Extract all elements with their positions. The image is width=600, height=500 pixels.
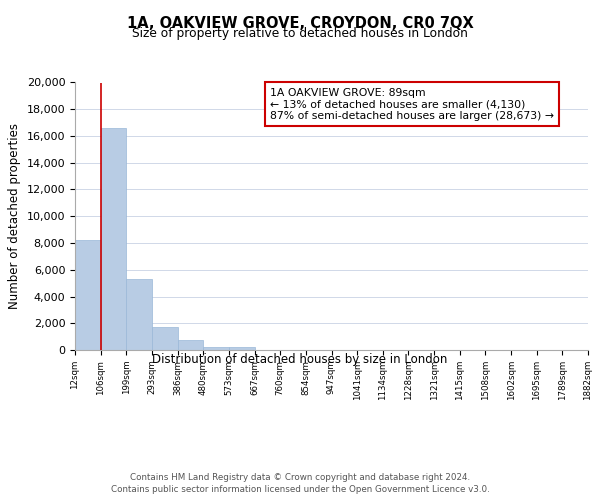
Bar <box>178 340 203 350</box>
Bar <box>127 279 152 350</box>
Text: 1A OAKVIEW GROVE: 89sqm
← 13% of detached houses are smaller (4,130)
87% of semi: 1A OAKVIEW GROVE: 89sqm ← 13% of detache… <box>270 88 554 121</box>
Text: Contains public sector information licensed under the Open Government Licence v3: Contains public sector information licen… <box>110 485 490 494</box>
Text: 1A, OAKVIEW GROVE, CROYDON, CR0 7QX: 1A, OAKVIEW GROVE, CROYDON, CR0 7QX <box>127 16 473 31</box>
Bar <box>75 240 101 350</box>
Bar <box>203 346 229 350</box>
Y-axis label: Number of detached properties: Number of detached properties <box>8 123 21 309</box>
Bar <box>152 326 178 350</box>
Text: Distribution of detached houses by size in London: Distribution of detached houses by size … <box>152 352 448 366</box>
Bar <box>101 128 127 350</box>
Text: Size of property relative to detached houses in London: Size of property relative to detached ho… <box>132 28 468 40</box>
Text: Contains HM Land Registry data © Crown copyright and database right 2024.: Contains HM Land Registry data © Crown c… <box>130 472 470 482</box>
Bar <box>229 346 254 350</box>
